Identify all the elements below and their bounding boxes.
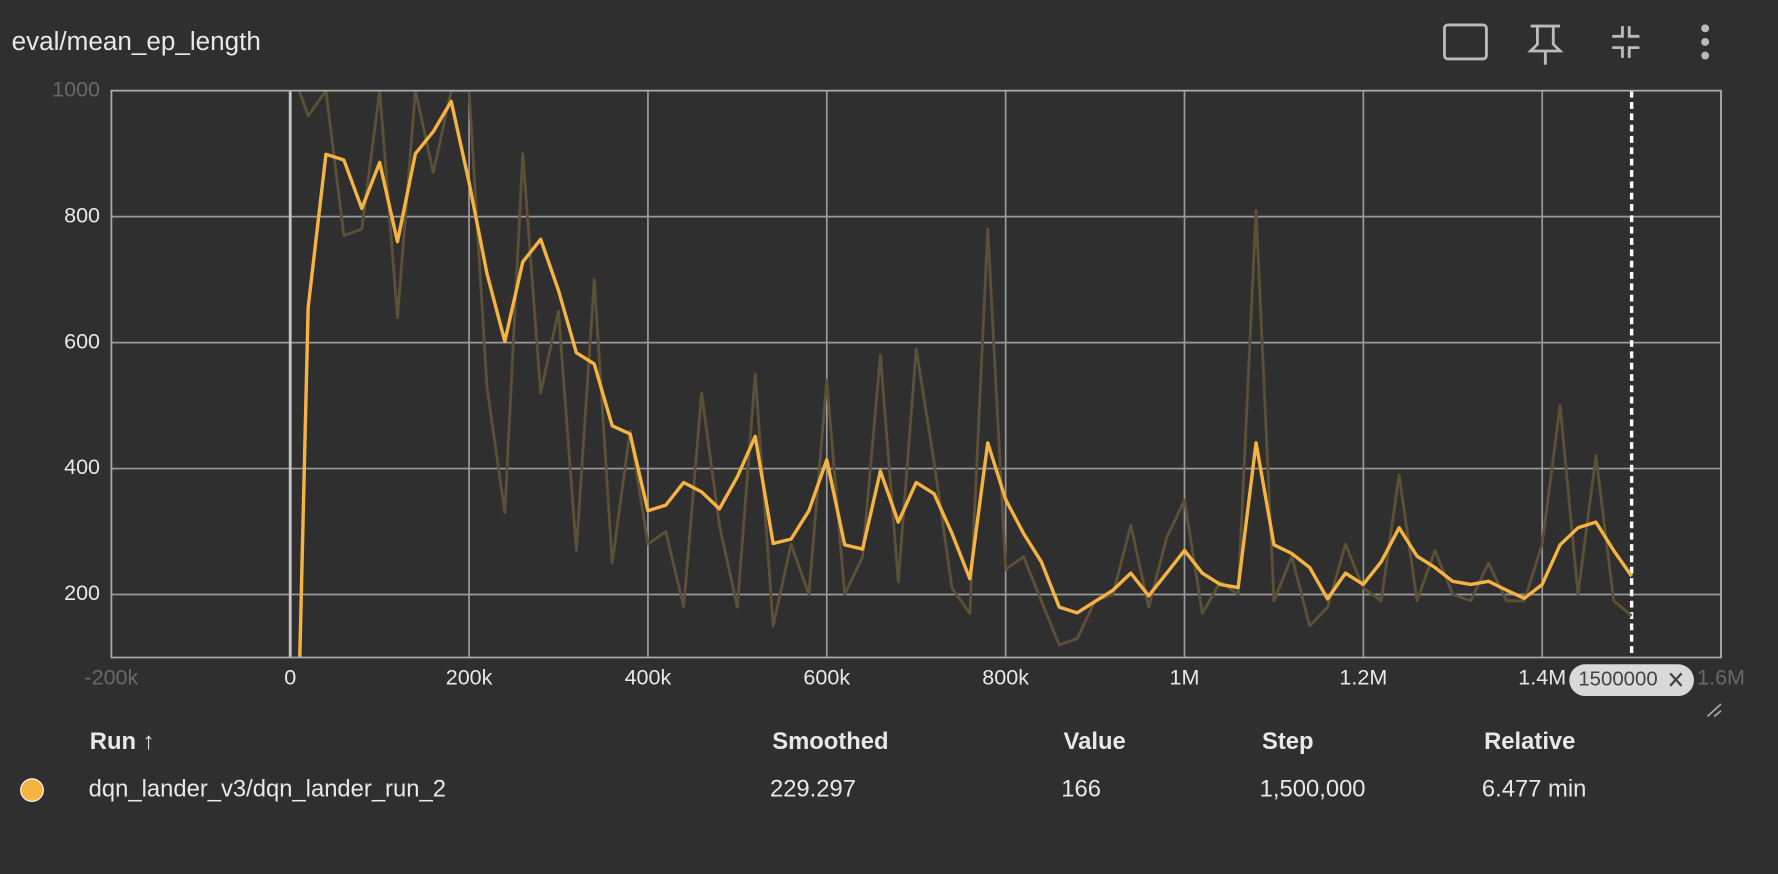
y-tick-label: 600	[64, 329, 100, 353]
y-tick-label: 1000	[52, 77, 100, 101]
resize-handle[interactable]	[1706, 703, 1722, 718]
x-tick-label: 200k	[446, 666, 493, 690]
table-cell: 229.297	[770, 775, 856, 802]
x-tick-label: 800k	[982, 666, 1029, 690]
x-tick-label: 400k	[625, 666, 672, 690]
x-tick-label: 1.6M	[1697, 666, 1745, 690]
plot-area	[297, 90, 1634, 658]
table-cell: 166	[1061, 775, 1101, 802]
x-tick-label: 0	[284, 666, 296, 690]
series-line	[297, 90, 1633, 647]
collapse-button[interactable]	[1612, 26, 1640, 58]
column-header: Smoothed	[772, 728, 888, 755]
pin-button[interactable]	[1527, 24, 1564, 65]
grid	[110, 89, 1722, 658]
column-header: Run ↑	[90, 728, 155, 755]
series-line	[298, 99, 1634, 658]
y-tick-label: 800	[64, 203, 100, 227]
tick-labels: 200 400 600 800 1000 -200k 0 200k 400k 600k 800k 1M…	[52, 77, 1745, 697]
cursor-label: 1500000	[1578, 669, 1657, 691]
column-header: Step	[1262, 728, 1314, 755]
run-color-dot	[20, 778, 44, 803]
column-header: Value	[1064, 728, 1126, 755]
x-tick-label: 1.4M	[1518, 666, 1566, 690]
cursor-chip	[1569, 664, 1694, 697]
more-menu[interactable]	[1701, 24, 1710, 60]
x-tick-label: -200k	[84, 666, 138, 690]
run-table: Run ↑ Smoothed Value Step Relative dqn_lander…	[20, 728, 1587, 803]
plot-frame	[110, 89, 1722, 659]
table-cell: 6.477 min	[1482, 775, 1587, 802]
table-cell: 1,500,000	[1260, 775, 1366, 802]
x-tick-label: 1.2M	[1339, 666, 1387, 690]
card-title: eval/mean_ep_length	[12, 26, 261, 56]
x-tick-label: 600k	[803, 666, 850, 690]
toolbar	[1443, 23, 1640, 65]
y-tick-label: 200	[64, 581, 100, 605]
x-tick-label: 1M	[1170, 666, 1200, 690]
cursor-close	[1669, 672, 1683, 687]
y-tick-label: 400	[64, 455, 100, 479]
table-cell: dqn_lander_v3/dqn_lander_run_2	[89, 775, 446, 802]
column-header: Relative	[1484, 728, 1575, 755]
fit-domain-button[interactable]	[1443, 23, 1488, 61]
